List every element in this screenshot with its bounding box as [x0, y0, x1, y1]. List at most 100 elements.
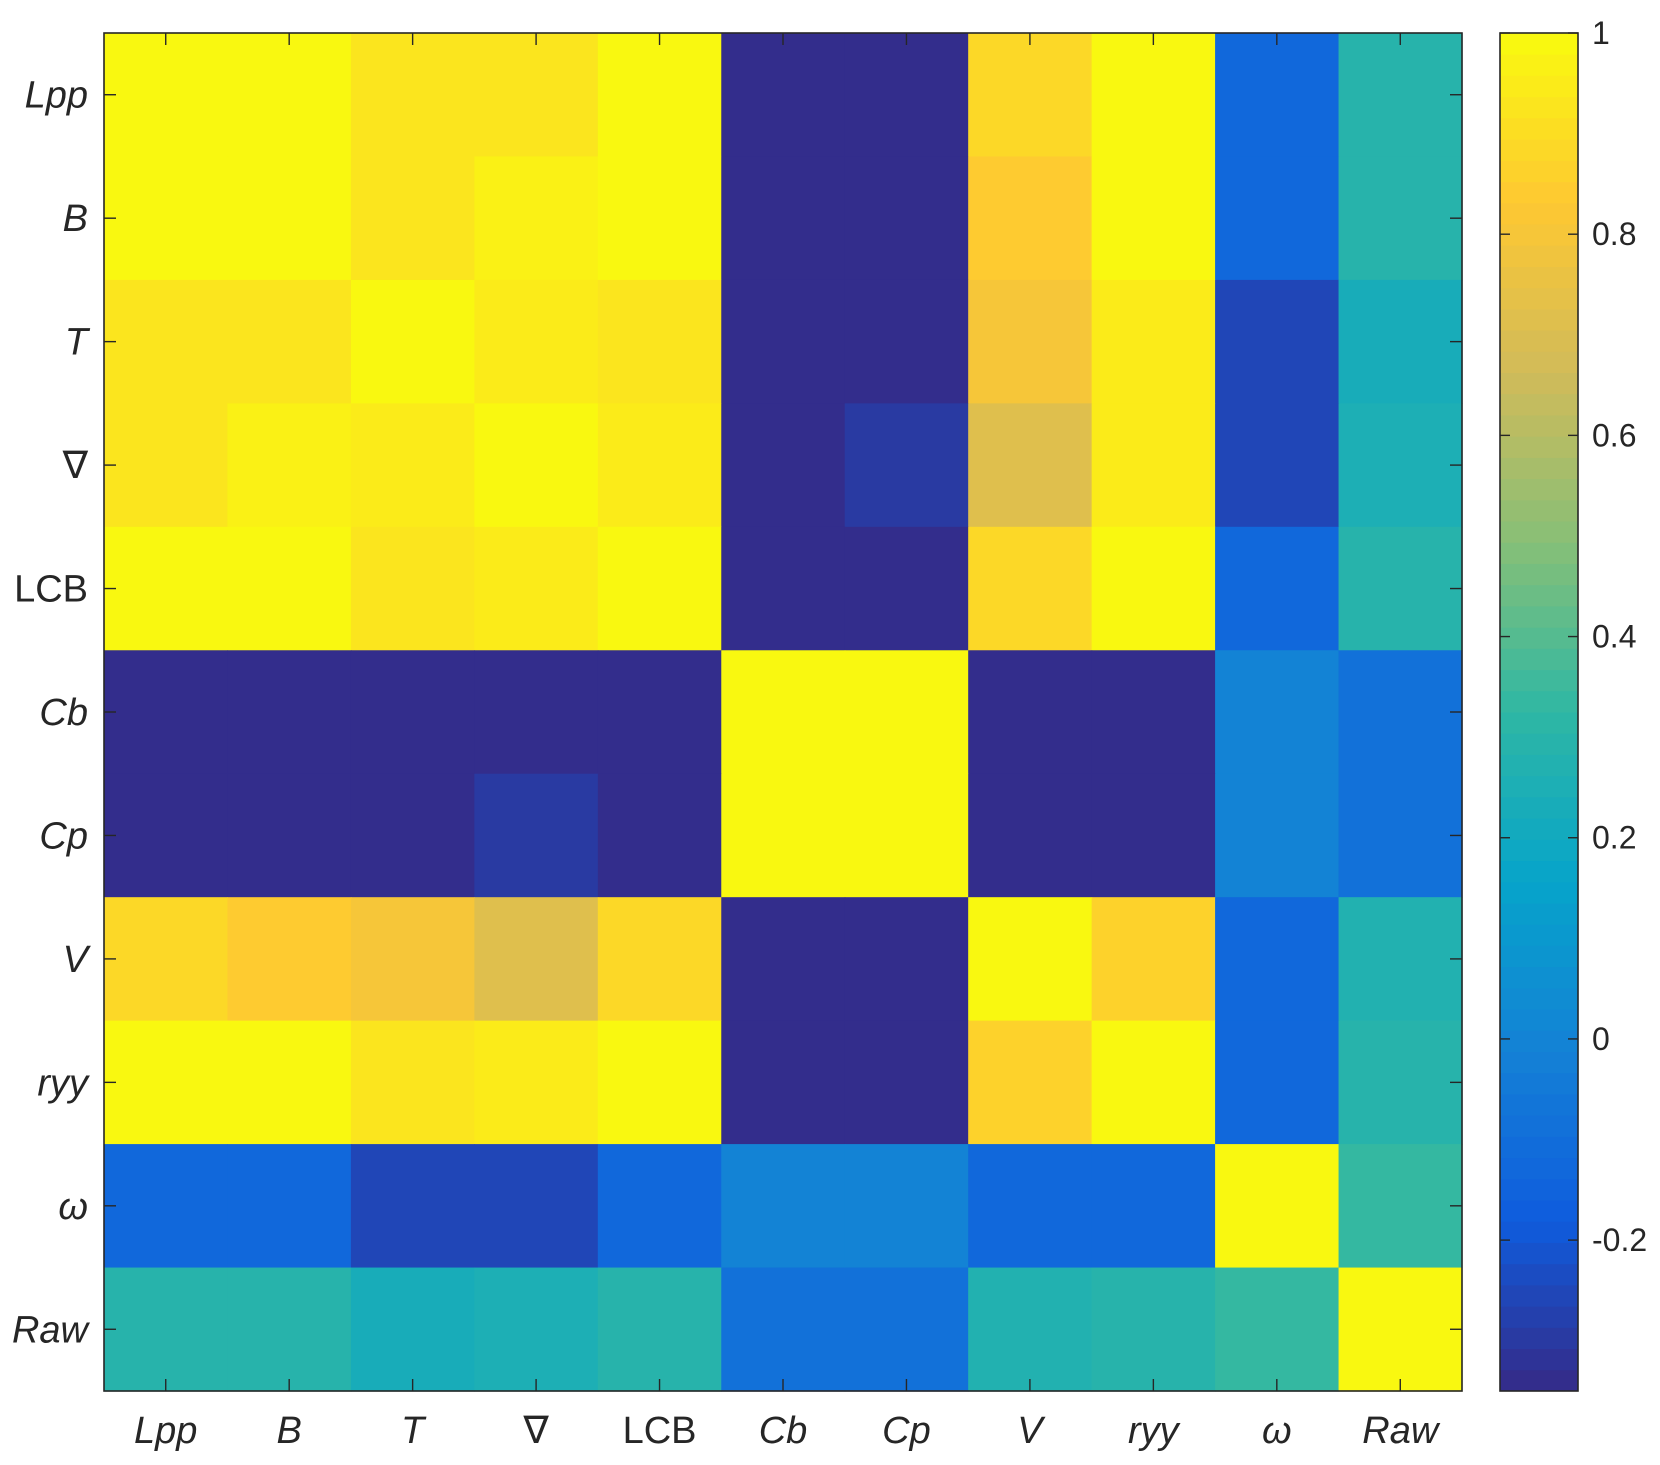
heatmap-cell	[597, 526, 722, 651]
heatmap-cell	[844, 773, 969, 898]
colorbar-tick-label: 1	[1592, 15, 1610, 51]
x-tick-label: Cp	[882, 1410, 931, 1452]
heatmap-cell	[104, 897, 229, 1022]
colorbar-segment	[1500, 457, 1578, 480]
colorbar-segment	[1500, 1242, 1578, 1265]
heatmap-cell	[597, 403, 722, 528]
colorbar-segment	[1500, 436, 1578, 458]
colorbar-segment	[1500, 924, 1578, 946]
colorbar-segment	[1500, 75, 1578, 98]
heatmap-cell	[227, 1144, 352, 1269]
heatmap-cell	[1338, 279, 1463, 404]
heatmap-cell	[721, 650, 846, 775]
colorbar-segment	[1500, 160, 1578, 183]
y-tick-label: B	[63, 198, 88, 240]
colorbar-tick-label: 0.4	[1592, 619, 1636, 655]
heatmap-cell	[104, 650, 229, 775]
heatmap-cell	[104, 526, 229, 651]
heatmap-cell	[104, 279, 229, 404]
colorbar-segment	[1500, 54, 1578, 76]
colorbar-segment	[1500, 754, 1578, 777]
heatmap-cell	[844, 403, 969, 528]
heatmap-cell	[968, 1020, 1093, 1145]
heatmap-cell	[844, 279, 969, 404]
heatmap-cell	[1091, 1144, 1216, 1269]
y-tick-label: V	[63, 939, 92, 981]
heatmap-cell	[1338, 773, 1463, 898]
colorbar-segment	[1500, 1327, 1578, 1350]
heatmap-cell	[597, 1267, 722, 1392]
colorbar-segment	[1500, 860, 1578, 883]
heatmap-cell	[721, 773, 846, 898]
heatmap-cell	[227, 403, 352, 528]
colorbar-segment	[1500, 881, 1578, 904]
heatmap-cell	[104, 1020, 229, 1145]
heatmap-cell	[104, 1267, 229, 1392]
colorbar-segment	[1500, 1115, 1578, 1137]
heatmap-cell	[227, 773, 352, 898]
heatmap-cell	[350, 526, 475, 651]
colorbar-tick-label: 0.2	[1592, 820, 1636, 856]
y-tick-label: ω	[58, 1186, 88, 1228]
heatmap-cell	[1338, 897, 1463, 1022]
heatmap-cell	[350, 1020, 475, 1145]
x-tick-label: B	[277, 1410, 302, 1452]
heatmap-cell	[844, 526, 969, 651]
heatmap-cell	[1091, 33, 1216, 158]
heatmap-cell	[721, 279, 846, 404]
heatmap-cell	[844, 1144, 969, 1269]
heatmap-cell	[1215, 403, 1340, 528]
colorbar-segment	[1500, 1136, 1578, 1159]
y-tick-label: Lpp	[25, 75, 88, 117]
heatmap-cell	[844, 1020, 969, 1145]
heatmap-cell	[474, 403, 599, 528]
heatmap-cell	[1338, 33, 1463, 158]
heatmap-cell	[1215, 1267, 1340, 1392]
heatmap-cell	[350, 403, 475, 528]
colorbar-segment	[1500, 733, 1578, 755]
colorbar-segment	[1500, 1030, 1578, 1052]
colorbar-segment	[1500, 330, 1578, 352]
heatmap-cell	[350, 650, 475, 775]
colorbar-segment	[1500, 223, 1578, 246]
colorbar-segment	[1500, 818, 1578, 840]
heatmap-cell	[844, 1267, 969, 1392]
heatmap-cell	[1338, 1144, 1463, 1269]
colorbar-segment	[1500, 1009, 1578, 1031]
x-tick-label: Cb	[759, 1410, 808, 1452]
colorbar-segment	[1500, 712, 1578, 734]
heatmap-cell	[104, 773, 229, 898]
heatmap-cell	[227, 1020, 352, 1145]
colorbar-segment	[1500, 266, 1578, 289]
heatmap-cell	[474, 526, 599, 651]
colorbar-segment	[1500, 1051, 1578, 1074]
colorbar-tick-label: 0.8	[1592, 216, 1636, 252]
heatmap-cell	[227, 650, 352, 775]
colorbar-segment	[1500, 245, 1578, 267]
x-tick-label: ryy	[1128, 1410, 1181, 1452]
heatmap-cell	[474, 156, 599, 281]
heatmap-cell	[1091, 156, 1216, 281]
colorbar-segment	[1500, 1263, 1578, 1286]
colorbar-segment	[1500, 1200, 1578, 1222]
heatmap-cell	[968, 650, 1093, 775]
heatmap-cell	[1091, 650, 1216, 775]
heatmap-cell	[350, 1144, 475, 1269]
heatmap-cell	[350, 279, 475, 404]
colorbar-segment	[1500, 117, 1578, 140]
colorbar-segment	[1500, 605, 1578, 628]
heatmap-cell	[721, 897, 846, 1022]
heatmap-cell	[350, 897, 475, 1022]
heatmap-cell	[1091, 403, 1216, 528]
colorbar-segment	[1500, 1284, 1578, 1307]
heatmap-cell	[1215, 1144, 1340, 1269]
heatmap-cell	[1091, 526, 1216, 651]
colorbar-segment	[1500, 839, 1578, 862]
heatmap-cell	[1215, 156, 1340, 281]
y-tick-label: Cp	[39, 815, 88, 857]
heatmap-cell	[968, 33, 1093, 158]
colorbar-tick-label: 0	[1592, 1021, 1610, 1057]
heatmap-cell	[227, 1267, 352, 1392]
colorbar-tick-label: -0.2	[1592, 1222, 1647, 1258]
